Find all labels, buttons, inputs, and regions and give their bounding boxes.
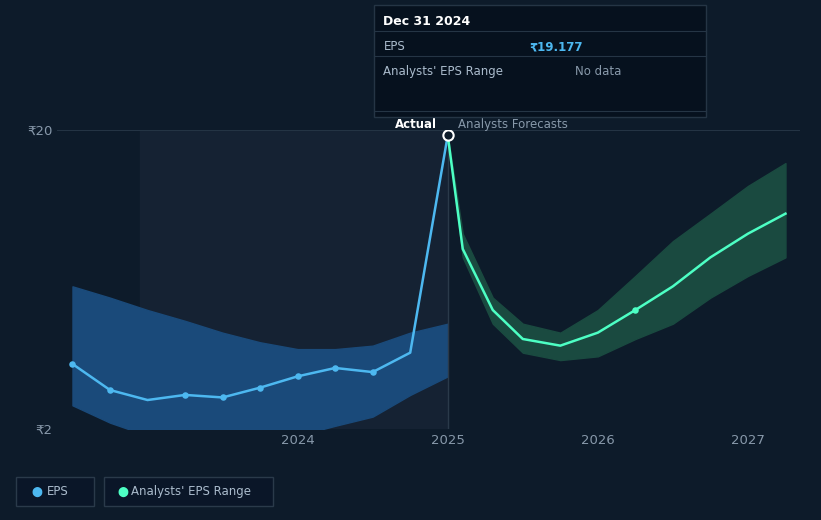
Point bbox=[328, 364, 342, 372]
Point bbox=[291, 372, 305, 381]
Text: EPS: EPS bbox=[47, 485, 68, 498]
Point bbox=[66, 360, 79, 368]
Point bbox=[629, 306, 642, 314]
Text: ₹19.177: ₹19.177 bbox=[530, 41, 583, 53]
Bar bbox=[140, 130, 447, 429]
Text: ⬤: ⬤ bbox=[117, 486, 128, 497]
Text: Dec 31 2024: Dec 31 2024 bbox=[383, 15, 470, 28]
Point bbox=[254, 383, 267, 392]
Text: Actual: Actual bbox=[395, 119, 438, 132]
Point bbox=[178, 391, 191, 399]
Point bbox=[441, 131, 454, 139]
Text: No data: No data bbox=[575, 64, 621, 77]
Text: Analysts' EPS Range: Analysts' EPS Range bbox=[383, 64, 503, 77]
Point bbox=[216, 393, 229, 401]
Text: Analysts Forecasts: Analysts Forecasts bbox=[458, 119, 568, 132]
Point bbox=[366, 368, 379, 376]
Text: ⬤: ⬤ bbox=[31, 486, 42, 497]
Point bbox=[103, 386, 117, 394]
Text: EPS: EPS bbox=[383, 41, 405, 53]
Text: Analysts' EPS Range: Analysts' EPS Range bbox=[131, 485, 251, 498]
